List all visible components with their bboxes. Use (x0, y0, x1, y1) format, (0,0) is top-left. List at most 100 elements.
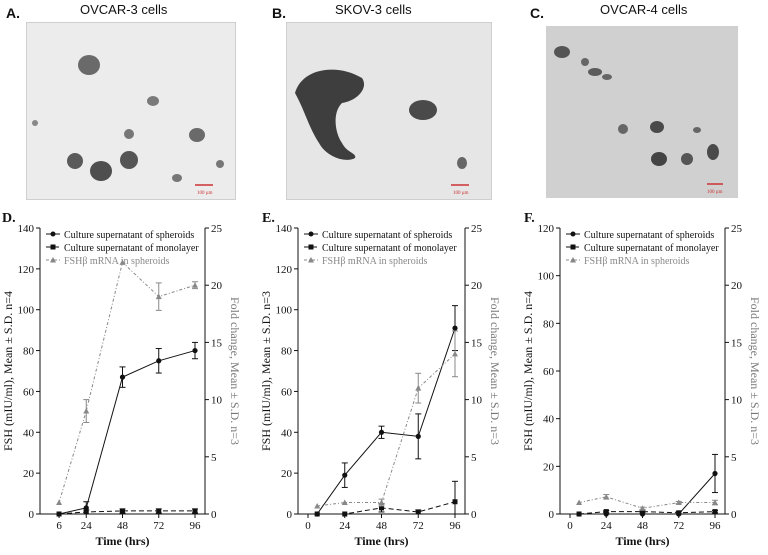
y2-tick-label: 25 (211, 223, 223, 235)
data-point (712, 499, 718, 506)
micrograph-skov3-image: 100 µm (287, 23, 491, 199)
y-tick-label: 60 (281, 386, 293, 398)
y-tick-label: 100 (18, 305, 35, 317)
y2-tick-label: 15 (731, 337, 743, 349)
data-point (603, 509, 609, 515)
data-point (675, 499, 682, 506)
y-tick-label: 20 (543, 461, 555, 473)
legend-marker (308, 257, 314, 263)
panel-letter-c: C. (530, 5, 544, 21)
data-point (156, 358, 162, 364)
y2-tick-label: 25 (471, 223, 483, 235)
y-tick-label: 60 (23, 386, 35, 398)
legend-marker (308, 231, 314, 237)
data-point (56, 511, 62, 517)
series-line (316, 327, 456, 515)
micrograph-title-b: SKOV-3 cells (335, 2, 412, 17)
x-axis-label: Time (hrs) (615, 534, 669, 548)
legend-marker (570, 257, 576, 263)
scale-label-c: 100 µm (707, 190, 723, 195)
series-line (579, 511, 716, 515)
series-line (59, 510, 195, 515)
data-point (192, 282, 198, 288)
micrograph-ovcar3-image: 100 µm (27, 23, 235, 199)
y2-tick-label: 0 (471, 509, 477, 521)
series-line (579, 473, 716, 515)
y-tick-label: 60 (543, 366, 555, 378)
data-point (192, 347, 198, 354)
data-point (83, 505, 89, 511)
micrograph-skov3: 100 µm (286, 22, 492, 200)
micrograph-ovcar4: 100 µm (546, 26, 738, 198)
legend-marker (50, 231, 56, 237)
y-tick-label: 80 (281, 346, 293, 358)
data-point (415, 509, 421, 515)
series-line (578, 496, 715, 509)
y2-axis-label: Fold change, Mean ± S.D. n=3 (488, 297, 502, 445)
y2-tick-label: 20 (731, 280, 743, 292)
scale-label-b: 100 µm (453, 191, 469, 196)
data-point (56, 499, 63, 506)
data-point (192, 508, 198, 514)
micrograph-ovcar3: 100 µm (26, 22, 236, 200)
y2-tick-label: 10 (211, 395, 223, 407)
y-tick-label: 140 (18, 223, 35, 235)
x-tick-label: 0 (567, 520, 573, 532)
y-tick-label: 40 (543, 414, 555, 426)
legend-marker (570, 244, 576, 250)
y-tick-label: 0 (287, 509, 293, 521)
x-tick-label: 24 (601, 520, 613, 532)
data-point (452, 499, 458, 505)
data-point (155, 293, 162, 300)
legend-label: Culture supernatant of monolayer (64, 243, 199, 254)
y-tick-label: 80 (543, 318, 555, 330)
x-tick-label: 48 (376, 520, 388, 532)
x-tick-label: 48 (637, 520, 649, 532)
y-axis-label: FSH (mIU/ml), Mean ± S.D. n=3 (259, 291, 273, 451)
y-tick-label: 40 (23, 427, 35, 439)
y2-tick-label: 0 (731, 509, 737, 521)
panel-letter: D. (2, 211, 16, 226)
panel-letter: E. (262, 211, 275, 226)
data-point (712, 470, 718, 477)
y-tick-label: 0 (29, 509, 35, 521)
legend-label: FSHβ mRNA in spheroids (64, 256, 169, 267)
y-axis-label: FSH (mIU/ml), Mean ± S.D. n=4 (521, 291, 535, 451)
panel-letter-b: B. (272, 5, 286, 21)
data-point (342, 511, 348, 517)
y2-tick-label: 10 (731, 395, 743, 407)
x-axis-label: Time (hrs) (354, 534, 408, 548)
data-point (342, 472, 348, 478)
data-point (603, 493, 610, 500)
legend-label: FSHβ mRNA in spheroids (584, 256, 689, 267)
data-point (452, 325, 458, 331)
data-point (83, 408, 90, 414)
y-tick-label: 140 (276, 223, 293, 235)
data-point (120, 508, 125, 514)
y-axis-label: FSH (mIU/ml), Mean ± S.D. n=4 (1, 291, 15, 451)
x-tick-label: 96 (190, 520, 202, 532)
data-point (452, 350, 458, 357)
data-point (119, 374, 126, 380)
y2-tick-label: 25 (731, 223, 743, 235)
data-point (379, 505, 384, 511)
y2-axis-label: Fold change, Mean ± S.D. n=3 (228, 297, 242, 445)
data-point (712, 509, 718, 515)
panel-letter-a: A. (6, 5, 20, 21)
y2-tick-label: 5 (731, 452, 737, 464)
micrograph-title-c: OVCAR-4 cells (600, 2, 688, 17)
y-tick-label: 20 (281, 468, 293, 480)
legend-label: Culture supernatant of spheroids (584, 230, 714, 241)
chart-0: D. 0 20 40 60 80 100 120 140 0 5 10 15 20 25 6 24 48 72 96 T… (1, 211, 242, 548)
data-point (378, 499, 385, 506)
x-tick-label: 72 (413, 520, 424, 532)
data-point (576, 499, 583, 506)
legend-label: Culture supernatant of spheroids (64, 230, 194, 241)
legend-label: Culture supernatant of spheroids (322, 230, 452, 241)
data-point (415, 433, 421, 439)
data-point (314, 511, 320, 517)
scale-label-a: 100 µm (197, 191, 213, 196)
panel-letter: F. (524, 211, 535, 226)
data-point (83, 509, 89, 515)
x-tick-label: 72 (673, 520, 684, 532)
